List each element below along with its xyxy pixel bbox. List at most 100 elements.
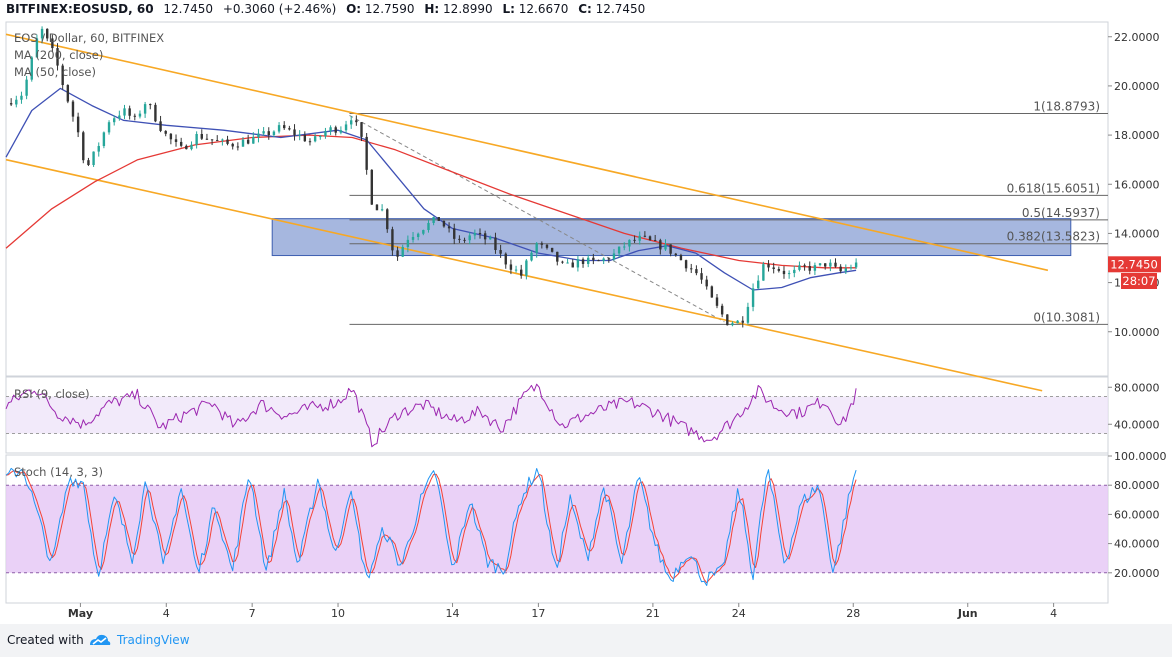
candle-body <box>370 169 374 205</box>
candle-body <box>458 238 461 240</box>
candle <box>818 263 822 267</box>
candle-body <box>118 115 121 119</box>
candle <box>653 234 657 242</box>
candle <box>231 142 234 150</box>
candle <box>607 257 611 263</box>
candle <box>319 135 322 140</box>
candle-body <box>468 235 471 241</box>
candle-body <box>169 133 173 140</box>
low-value: 12.6670 <box>519 2 569 16</box>
candle-body <box>442 220 446 227</box>
candle-body <box>71 101 75 117</box>
candle <box>782 266 786 279</box>
candle <box>241 137 245 147</box>
candle-body <box>736 320 739 324</box>
x-tick-label: 4 <box>1050 607 1057 620</box>
candle <box>169 133 173 145</box>
candle-body <box>416 233 420 237</box>
candle <box>56 43 59 71</box>
candle <box>690 263 693 274</box>
candle-body <box>643 235 647 237</box>
candle-body <box>695 269 698 274</box>
candle-body <box>679 255 683 261</box>
candle-body <box>813 265 817 271</box>
candle <box>154 102 157 123</box>
price-change: +0.3060 (+2.46%) <box>223 2 336 16</box>
candle-body <box>664 244 667 250</box>
candle-body <box>612 253 616 260</box>
candle-body <box>56 48 59 66</box>
candle <box>159 115 162 133</box>
candle <box>112 115 116 126</box>
candle-body <box>818 263 822 266</box>
candle <box>736 320 739 324</box>
candle <box>757 275 760 290</box>
candle-body <box>772 267 775 270</box>
candle <box>380 204 384 212</box>
candle <box>422 229 425 236</box>
candle <box>504 252 507 269</box>
candle <box>411 231 415 243</box>
candle <box>133 113 137 121</box>
candle <box>787 270 791 279</box>
candle <box>453 223 456 245</box>
candle-body <box>530 252 533 261</box>
tradingview-logo-icon[interactable] <box>88 631 112 649</box>
candle <box>391 226 394 256</box>
candle <box>9 98 13 107</box>
x-tick-label: 28 <box>846 607 860 620</box>
candle <box>20 91 23 104</box>
y-tick-label: 16.0000 <box>1114 178 1160 191</box>
candle <box>97 142 100 157</box>
chart-subtitle: EOS / Dollar, 60, BITFINEX <box>14 31 164 45</box>
candle-body <box>602 258 605 261</box>
candle <box>617 246 621 258</box>
y-tick-label: 18.0000 <box>1114 129 1160 142</box>
candle <box>82 130 85 164</box>
candle <box>592 253 595 265</box>
high-label: H: <box>424 2 439 16</box>
fib-level-label: 0.5(14.5937) <box>1022 206 1100 220</box>
candle <box>803 263 806 271</box>
candle-body <box>195 133 198 145</box>
candle-body <box>205 138 209 140</box>
close-label: C: <box>578 2 592 16</box>
candle-body <box>35 38 39 58</box>
candle <box>813 262 817 276</box>
candle-body <box>339 130 343 133</box>
candle <box>226 135 229 146</box>
candle-body <box>690 268 693 270</box>
candle-body <box>561 261 564 263</box>
candle <box>61 63 64 90</box>
candle <box>659 238 662 255</box>
candle <box>576 256 580 272</box>
candle <box>561 260 564 264</box>
candle-body <box>355 120 358 123</box>
candle <box>463 237 466 243</box>
candle <box>76 112 80 138</box>
open-value: 12.7590 <box>365 2 415 16</box>
candle-body <box>174 139 178 142</box>
candle-body <box>190 144 193 150</box>
candle-body <box>447 226 451 229</box>
candle-body <box>149 104 152 106</box>
candle-body <box>777 269 781 271</box>
candle <box>257 128 260 143</box>
ma50-legend: MA (50, close) <box>14 65 96 79</box>
candle <box>767 260 770 272</box>
candle <box>277 122 281 134</box>
candle-body <box>221 139 224 141</box>
y-tick-label: 22.0000 <box>1114 31 1160 44</box>
ma200-legend: MA (200, close) <box>14 48 103 62</box>
created-with-label: Created with <box>7 633 84 647</box>
candle <box>854 258 858 270</box>
candle-body <box>401 246 404 257</box>
candle-body <box>834 262 837 267</box>
tradingview-link[interactable]: TradingView <box>117 633 190 647</box>
candle <box>581 257 585 268</box>
y-tick-label: 40.0000 <box>1114 538 1160 551</box>
candle <box>700 267 703 284</box>
candle-body <box>787 273 791 275</box>
rsi-legend: RSI (9, close) <box>14 387 90 401</box>
candle-body <box>525 260 528 276</box>
